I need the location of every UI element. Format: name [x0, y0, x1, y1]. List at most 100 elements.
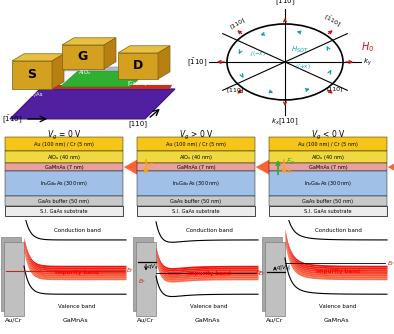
Bar — [5, 196, 123, 206]
Text: $E_z$: $E_z$ — [286, 157, 295, 167]
Text: GaAs buffer (50 nm): GaAs buffer (50 nm) — [39, 199, 89, 204]
Text: $E_F$: $E_F$ — [255, 268, 264, 277]
Text: $E_F$: $E_F$ — [138, 278, 146, 286]
Text: $E_z$: $E_z$ — [148, 162, 157, 172]
Text: $j(-x)$: $j(-x)$ — [250, 49, 266, 58]
Text: $E_z$: $E_z$ — [286, 167, 295, 177]
Text: [Ga,Mn]As: [Ga,Mn]As — [127, 80, 152, 86]
Text: (In,Ga)As: (In,Ga)As — [17, 93, 43, 98]
Polygon shape — [124, 145, 164, 189]
Bar — [4, 242, 24, 316]
Text: AlO$_x$ (40 nm): AlO$_x$ (40 nm) — [311, 153, 345, 162]
Polygon shape — [60, 67, 148, 71]
Text: Au/Cr: Au/Cr — [138, 318, 155, 323]
Text: GaAs buffer (50 nm): GaAs buffer (50 nm) — [303, 199, 353, 204]
Text: $V_g$ > 0 V: $V_g$ > 0 V — [179, 129, 213, 142]
Text: [$\bar{1}$10]: [$\bar{1}$10] — [322, 12, 343, 29]
Text: S.I. GaAs substrate: S.I. GaAs substrate — [172, 209, 220, 214]
Text: $E_F$: $E_F$ — [387, 259, 394, 268]
Bar — [269, 137, 387, 151]
Text: GaMnAs: GaMnAs — [323, 318, 349, 323]
Text: AlO$_x$: AlO$_x$ — [78, 68, 92, 77]
Text: [$\bar{1}$10]: [$\bar{1}$10] — [2, 113, 22, 125]
Polygon shape — [62, 38, 116, 45]
Text: $V_g$ = 0 V: $V_g$ = 0 V — [47, 129, 81, 142]
Polygon shape — [118, 46, 170, 53]
Text: AlO$_x$ (40 nm): AlO$_x$ (40 nm) — [179, 153, 213, 162]
Polygon shape — [388, 145, 394, 189]
Text: Au/Cr: Au/Cr — [5, 318, 23, 323]
Polygon shape — [38, 85, 172, 89]
Polygon shape — [118, 53, 158, 79]
Text: [$\bar{1}$10]: [$\bar{1}$10] — [275, 0, 295, 7]
Bar — [137, 163, 255, 171]
Text: Au (100 nm) / Cr (5 nm): Au (100 nm) / Cr (5 nm) — [34, 142, 94, 147]
Bar — [262, 237, 282, 311]
Text: Conduction band: Conduction band — [54, 228, 100, 233]
Text: Conduction band: Conduction band — [314, 228, 361, 233]
Text: In$_{x}$Ga$_{x}$As (300 nm): In$_{x}$Ga$_{x}$As (300 nm) — [304, 179, 352, 188]
Bar — [137, 206, 255, 216]
Text: In$_{x}$Ga$_{x}$As (300 nm): In$_{x}$Ga$_{x}$As (300 nm) — [40, 179, 88, 188]
Bar — [265, 242, 285, 316]
Text: GaMnAs (7 nm): GaMnAs (7 nm) — [177, 165, 215, 170]
Polygon shape — [52, 54, 64, 89]
Bar — [269, 163, 387, 171]
Polygon shape — [158, 46, 170, 79]
Bar — [137, 171, 255, 196]
Polygon shape — [104, 38, 116, 69]
Text: [110]: [110] — [229, 17, 246, 29]
Polygon shape — [60, 71, 148, 87]
Text: $q|V_g|$: $q|V_g|$ — [276, 263, 291, 273]
Polygon shape — [388, 155, 394, 179]
Text: $E_F$: $E_F$ — [0, 266, 3, 275]
Polygon shape — [62, 45, 104, 69]
Text: In$_{x}$Ga$_{x}$As (300 nm): In$_{x}$Ga$_{x}$As (300 nm) — [172, 179, 220, 188]
Text: $E_F$: $E_F$ — [126, 266, 134, 275]
Bar — [5, 206, 123, 216]
Text: $E_F$: $E_F$ — [258, 269, 266, 278]
Text: Impurity band: Impurity band — [316, 269, 360, 274]
Text: GaMnAs: GaMnAs — [62, 318, 88, 323]
Bar — [5, 137, 123, 151]
Text: GaAs buffer (50 nm): GaAs buffer (50 nm) — [171, 199, 221, 204]
Bar — [5, 171, 123, 196]
Bar — [137, 151, 255, 163]
Text: GaMnAs (7 nm): GaMnAs (7 nm) — [309, 165, 348, 170]
Text: S: S — [28, 68, 37, 81]
Bar — [5, 151, 123, 163]
Text: Impurity band: Impurity band — [187, 271, 231, 276]
Text: Conduction band: Conduction band — [186, 228, 232, 233]
Polygon shape — [256, 151, 285, 183]
Text: $H_0$: $H_0$ — [361, 40, 374, 54]
Text: Au (100 nm) / Cr (5 nm): Au (100 nm) / Cr (5 nm) — [166, 142, 226, 147]
Polygon shape — [10, 89, 175, 119]
Text: $H_{SOT}$: $H_{SOT}$ — [291, 45, 309, 55]
Bar — [137, 137, 255, 151]
Text: [$\bar{1}$10]: [$\bar{1}$10] — [187, 56, 207, 68]
Polygon shape — [388, 158, 394, 176]
Text: S.I. GaAs substrate: S.I. GaAs substrate — [304, 209, 352, 214]
Text: Au (100 nm) / Cr (5 nm): Au (100 nm) / Cr (5 nm) — [298, 142, 358, 147]
Text: [110]: [110] — [128, 120, 147, 127]
Bar — [269, 171, 387, 196]
Text: $k_x$[110]: $k_x$[110] — [271, 117, 299, 128]
Polygon shape — [124, 151, 153, 183]
Bar — [133, 237, 153, 311]
Bar — [269, 196, 387, 206]
Polygon shape — [388, 151, 394, 183]
Text: GaMnAs: GaMnAs — [194, 318, 220, 323]
Text: S.I. GaAs substrate: S.I. GaAs substrate — [40, 209, 88, 214]
Polygon shape — [124, 155, 146, 179]
Text: Valence band: Valence band — [190, 304, 228, 309]
Bar — [137, 196, 255, 206]
Polygon shape — [124, 158, 140, 176]
Bar — [269, 151, 387, 163]
Bar — [136, 242, 156, 316]
Text: G: G — [78, 50, 88, 63]
Polygon shape — [256, 145, 296, 189]
Text: Valence band: Valence band — [320, 304, 357, 309]
Text: $k_y$: $k_y$ — [363, 56, 372, 68]
Polygon shape — [12, 54, 64, 61]
Text: [$\bar{1}$10]: [$\bar{1}$10] — [226, 86, 244, 96]
